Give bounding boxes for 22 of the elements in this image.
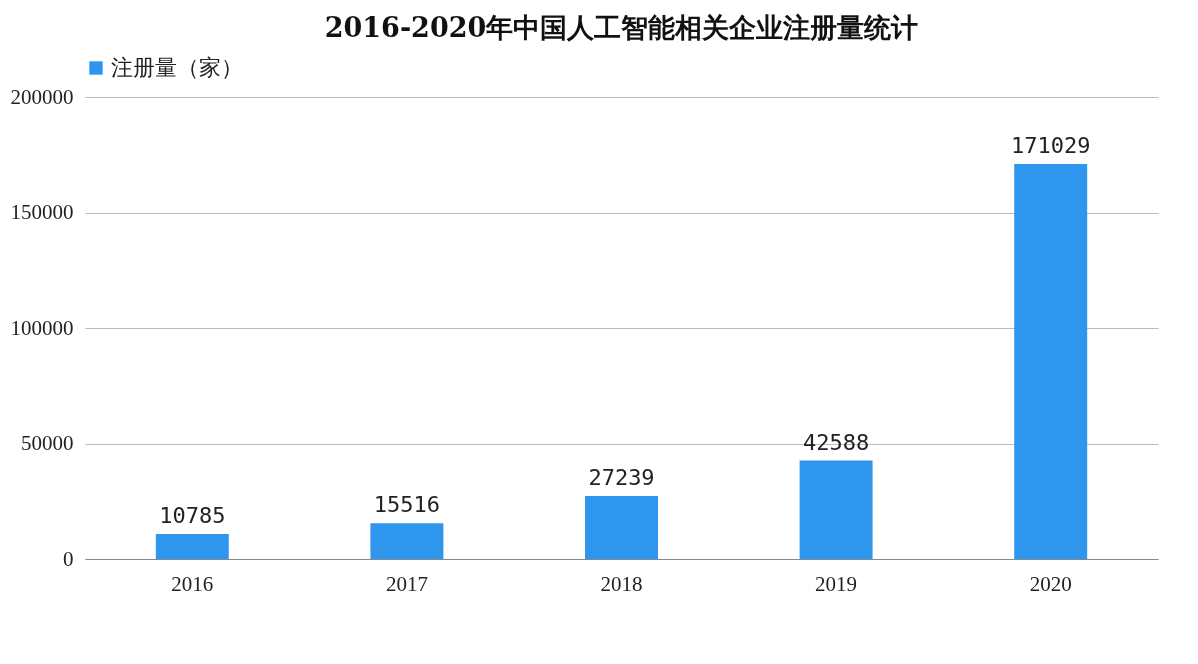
y-tick-label: 50000 xyxy=(21,431,74,455)
y-tick-label: 0 xyxy=(63,546,74,571)
y-tick-label: 200000 xyxy=(10,84,74,109)
x-tick-label: 2017 xyxy=(385,571,428,596)
data-label: 42588 xyxy=(802,429,870,455)
data-label: 15516 xyxy=(373,492,441,518)
x-tick-label: 2020 xyxy=(1029,571,1072,596)
legend-label: 注册量（家） xyxy=(111,55,243,80)
data-label: 171029 xyxy=(1010,132,1091,158)
bar xyxy=(370,523,444,559)
bar xyxy=(1014,163,1088,559)
y-tick-label: 150000 xyxy=(10,200,74,224)
data-label: 10785 xyxy=(159,503,226,529)
bar xyxy=(799,460,873,559)
chart-title: 2016-2020年中国人工智能相关企业注册量统计 xyxy=(324,12,919,43)
x-tick-label: 2019 xyxy=(815,571,858,596)
x-tick-label: 2018 xyxy=(600,571,643,596)
bar xyxy=(585,496,658,559)
x-tick-label: 2016 xyxy=(171,571,214,596)
data-label: 27239 xyxy=(588,465,655,491)
y-tick-label: 100000 xyxy=(10,315,74,340)
bar xyxy=(155,534,229,559)
